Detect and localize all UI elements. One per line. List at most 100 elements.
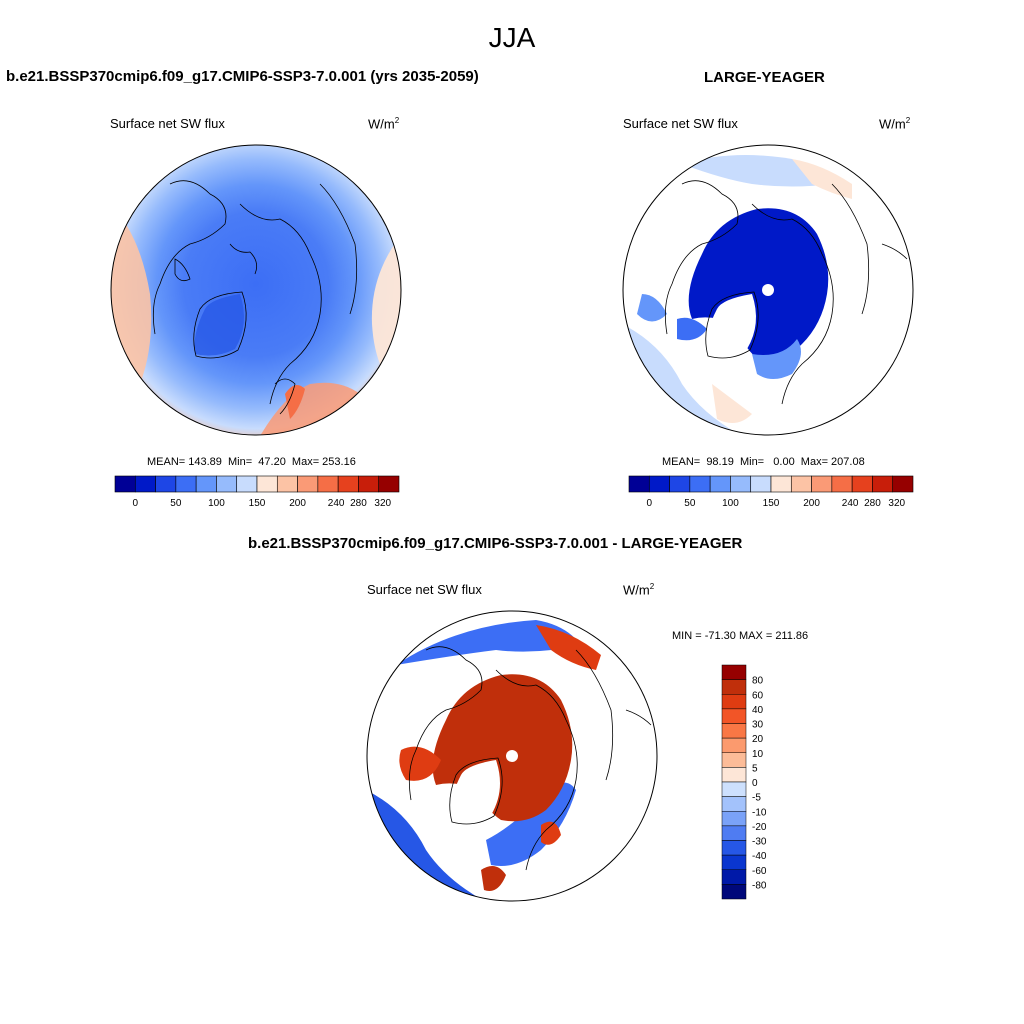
right-colorbar-box [648, 475, 670, 493]
difference-colorbar-box [721, 723, 747, 739]
left-colorbar-box [175, 475, 197, 493]
right-colorbar-tick-label: 240 [842, 498, 859, 509]
left-colorbar-box [114, 475, 136, 493]
right-map-border [622, 144, 914, 436]
right-colorbar-box [851, 475, 873, 493]
bottom-greenland-land [450, 760, 500, 822]
difference-colorbar-tick-label: -5 [752, 793, 761, 804]
bottom-warm-scandinavia [541, 821, 561, 845]
difference-colorbar-box [721, 752, 747, 768]
bottom-polar-map [366, 610, 658, 902]
right-colorbar-box [790, 475, 812, 493]
right-units-label: W/m2 [879, 116, 911, 132]
left-polar-map [110, 144, 402, 436]
difference-colorbar-box [721, 796, 747, 812]
difference-colorbar-tick-label: 30 [752, 720, 764, 731]
bottom-barents-field [486, 782, 576, 866]
difference-colorbar-tick-label: 20 [752, 734, 764, 745]
right-stats: MEAN= 98.19 Min= 0.00 Max= 207.08 [662, 456, 865, 468]
left-field-base [111, 145, 401, 435]
difference-colorbar-box [721, 694, 747, 710]
bottom-coastlines [408, 646, 652, 871]
difference-colorbar-tick-label: -60 [752, 866, 767, 877]
difference-colorbar: 80 60 40 30 20 10 5 0 -5 -10 -20 -30 -40 -60 -80 [721, 664, 767, 900]
right-colorbar-tick-label: 150 [763, 498, 780, 509]
right-pole-hole [762, 284, 774, 296]
left-colorbar-box [155, 475, 177, 493]
right-greenland-land [706, 294, 756, 356]
right-colorbar-box [770, 475, 792, 493]
left-colorbar-box [317, 475, 339, 493]
difference-colorbar-box [721, 825, 747, 841]
right-colorbar-box [811, 475, 833, 493]
difference-colorbar-tick-label: 60 [752, 690, 764, 701]
right-arctic-ice-field [688, 208, 829, 360]
right-colorbar: 0 50 100 150 200 240 280 320 [628, 475, 914, 509]
left-colorbar-tick-label: 280 [350, 498, 367, 509]
left-colorbar-box [236, 475, 258, 493]
left-colorbar-box [297, 475, 319, 493]
difference-colorbar-box [721, 664, 747, 680]
left-stats: MEAN= 143.89 Min= 47.20 Max= 253.16 [147, 456, 356, 468]
right-colorbar-box [750, 475, 772, 493]
difference-colorbar-tick-label: -40 [752, 851, 767, 862]
difference-colorbar-tick-label: -20 [752, 822, 767, 833]
left-variable-label: Surface net SW flux [110, 116, 225, 131]
left-colorbar-box [276, 475, 298, 493]
right-coastlines [664, 180, 908, 405]
left-colorbar-tick-label: 240 [328, 498, 345, 509]
right-colorbar-tick-label: 200 [803, 498, 820, 509]
bottom-warm-north [536, 625, 601, 670]
left-panel-title: b.e21.BSSP370cmip6.f09_g17.CMIP6-SSP3-7.… [6, 68, 479, 85]
right-colorbar-box [689, 475, 711, 493]
difference-colorbar-tick-label: 40 [752, 705, 764, 716]
bottom-units-label: W/m2 [623, 582, 655, 598]
difference-colorbar-tick-label: 80 [752, 676, 764, 687]
right-baffin-field [677, 317, 707, 341]
difference-colorbar-box [721, 679, 747, 695]
left-hot-spot [285, 385, 305, 419]
left-colorbar-box [256, 475, 278, 493]
right-colorbar-box [709, 475, 731, 493]
left-greenland-field [194, 294, 244, 356]
difference-colorbar-box [721, 854, 747, 870]
left-units-label: W/m2 [368, 116, 400, 132]
difference-colorbar-tick-label: 10 [752, 749, 764, 760]
left-colorbar-box [195, 475, 217, 493]
left-colorbar-box [216, 475, 238, 493]
bottom-stats: MIN = -71.30 MAX = 211.86 [672, 630, 809, 642]
difference-colorbar-tick-label: -10 [752, 807, 767, 818]
bottom-variable-label: Surface net SW flux [367, 582, 482, 597]
right-blue-patch [637, 294, 667, 322]
right-colorbar-box [872, 475, 894, 493]
right-colorbar-tick-label: 100 [722, 498, 739, 509]
right-colorbar-box [628, 475, 650, 493]
left-coastlines [152, 180, 358, 415]
left-colorbar-tick-label: 50 [170, 498, 182, 509]
left-colorbar-box [358, 475, 380, 493]
right-barents-field [752, 339, 801, 379]
difference-colorbar-box [721, 869, 747, 885]
bottom-ocean-pacific [396, 620, 581, 665]
right-colorbar-tick-label: 280 [864, 498, 881, 509]
difference-colorbar-tick-label: -30 [752, 837, 767, 848]
difference-colorbar-box [721, 884, 747, 900]
figure-title: JJA [488, 22, 536, 53]
difference-colorbar-box [721, 708, 747, 724]
right-colorbar-box [892, 475, 914, 493]
right-colorbar-tick-label: 0 [647, 498, 653, 509]
difference-colorbar-box [721, 811, 747, 827]
right-colorbar-box [831, 475, 853, 493]
left-colorbar-tick-label: 200 [289, 498, 306, 509]
left-colorbar-tick-label: 0 [133, 498, 139, 509]
bottom-warm-south [481, 866, 506, 891]
difference-colorbar-tick-label: 5 [752, 763, 758, 774]
difference-colorbar-tick-label: -80 [752, 880, 767, 891]
right-warm-patch-south [712, 384, 752, 423]
bottom-pole-hole [506, 750, 518, 762]
difference-colorbar-box [721, 781, 747, 797]
right-colorbar-tick-label: 50 [684, 498, 696, 509]
bottom-map-border [366, 610, 658, 902]
difference-colorbar-tick-label: 0 [752, 778, 758, 789]
right-variable-label: Surface net SW flux [623, 116, 738, 131]
